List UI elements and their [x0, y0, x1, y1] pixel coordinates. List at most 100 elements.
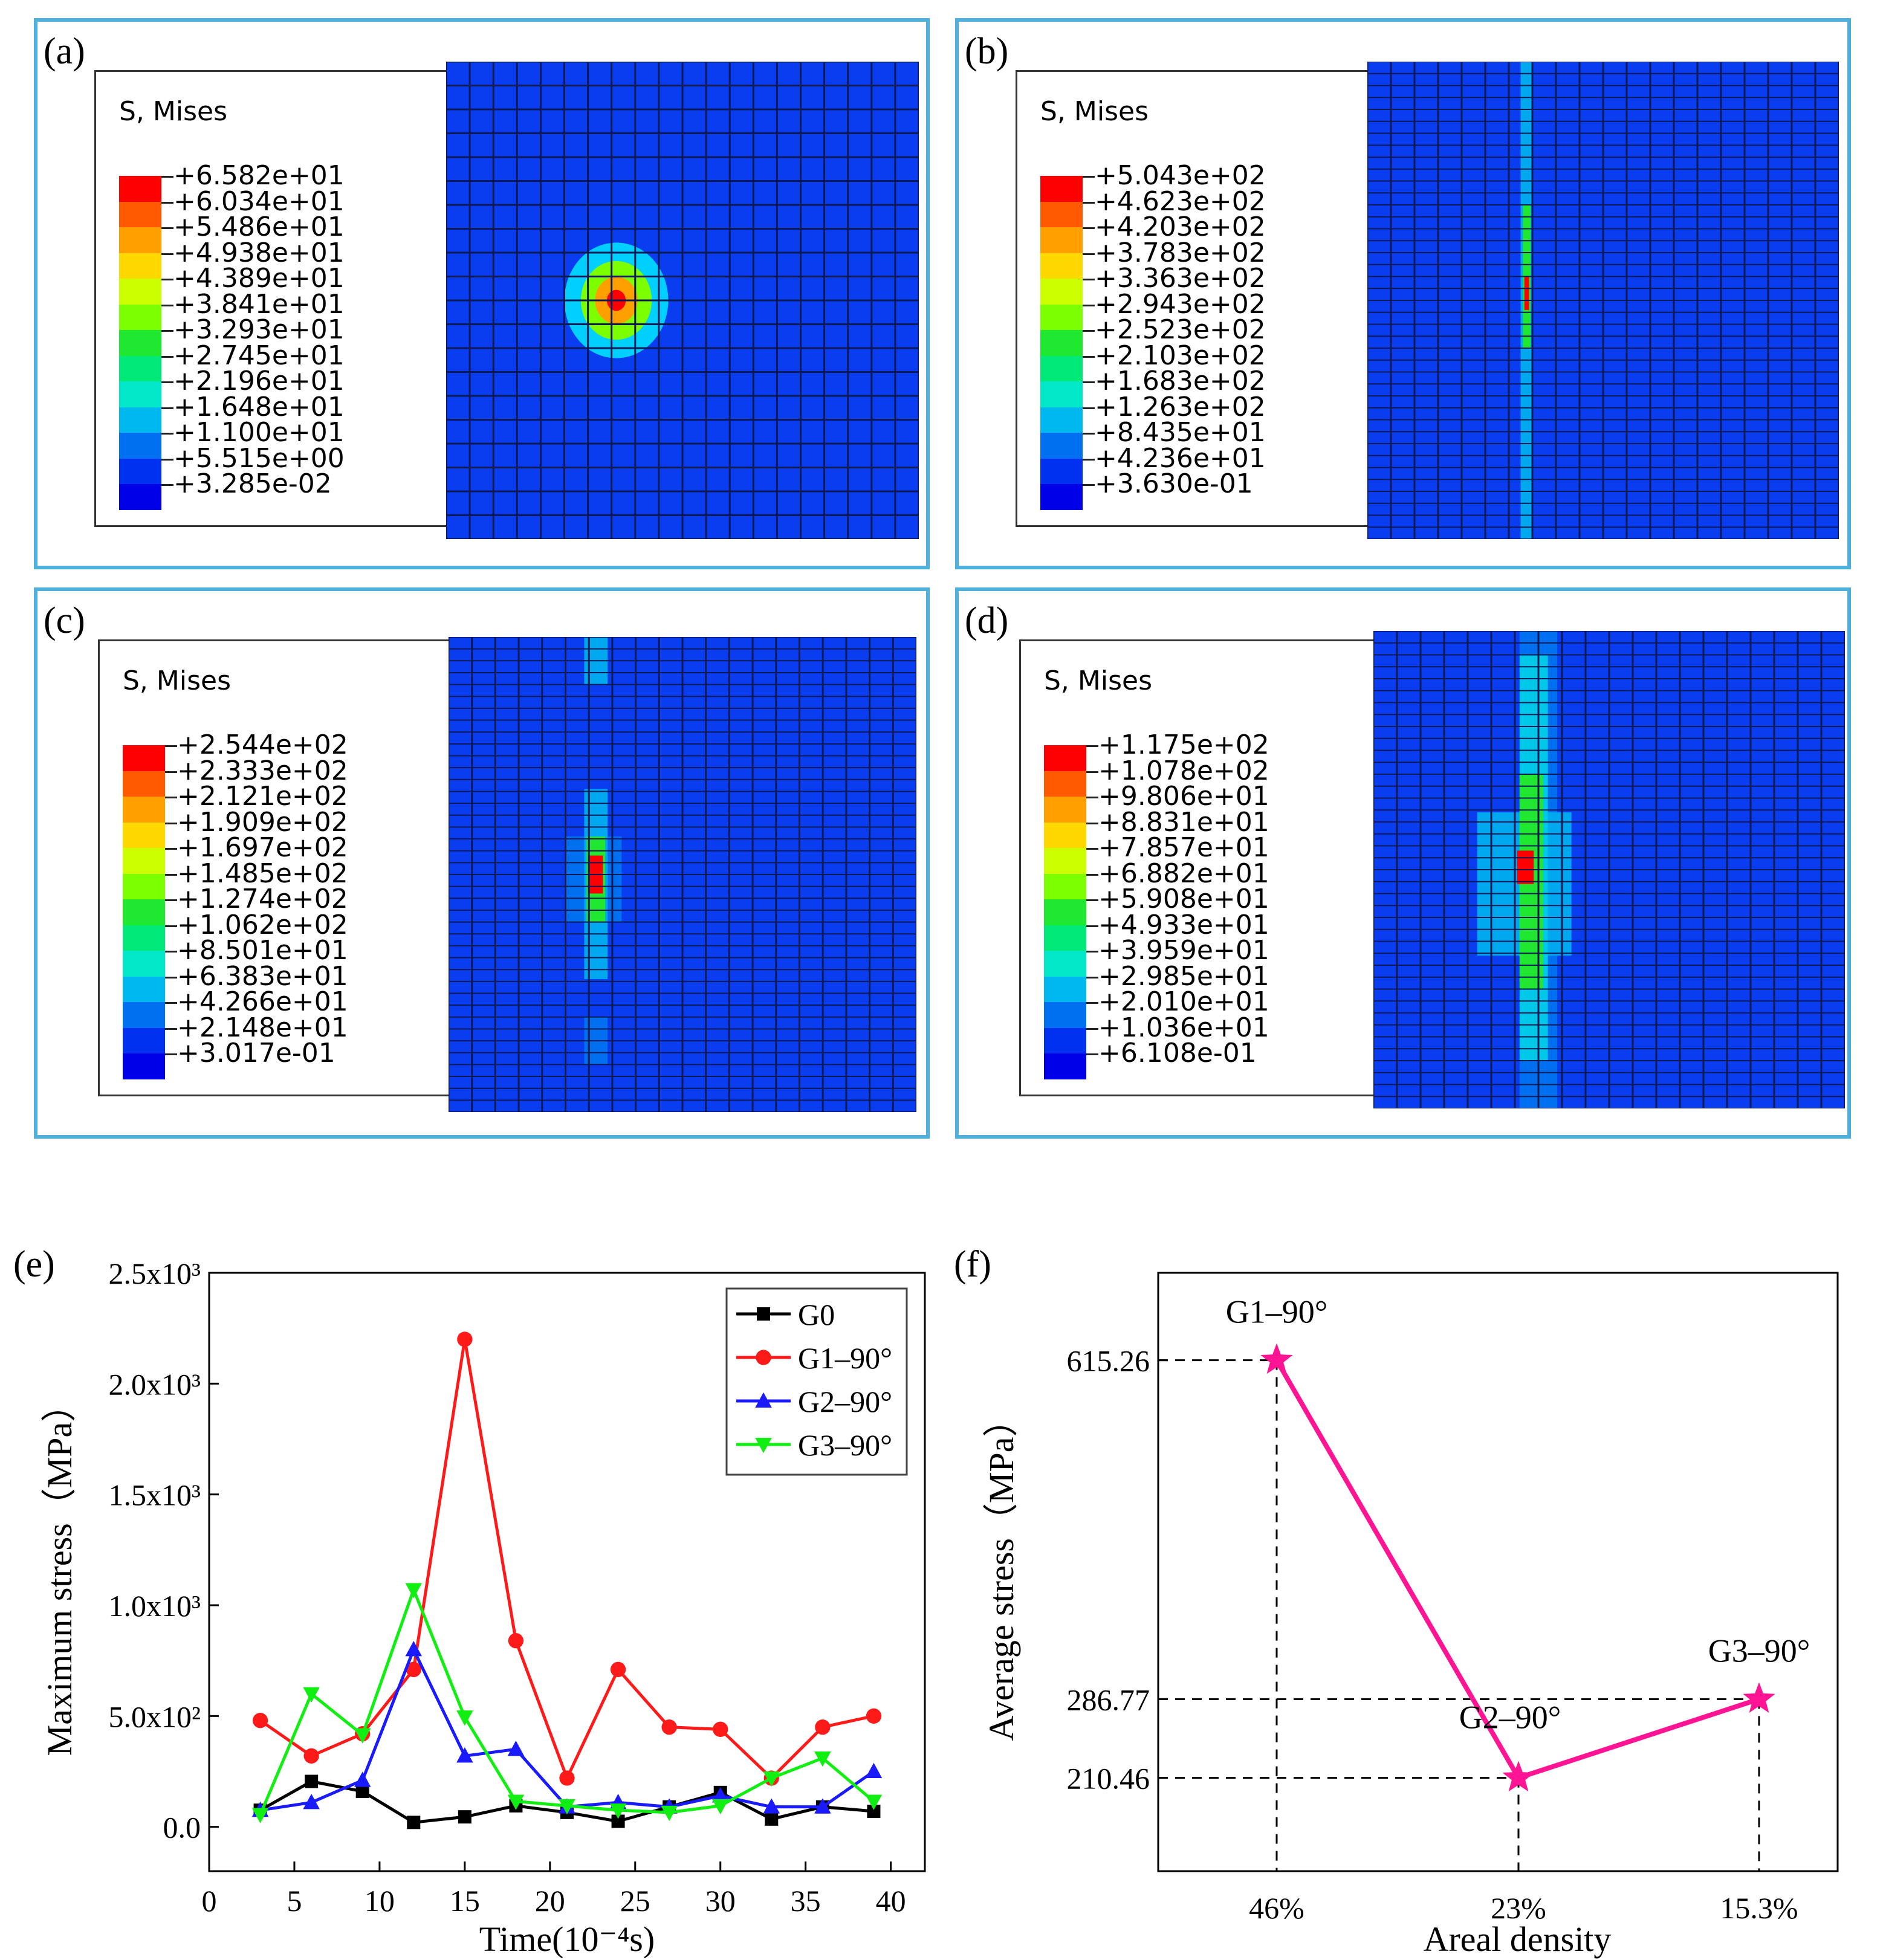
- legend-label: G1–90°: [798, 1341, 892, 1375]
- x-tick-label: 40: [876, 1884, 906, 1918]
- legend-swatch: [123, 1002, 165, 1028]
- data-point: [763, 1771, 780, 1787]
- legend-swatch: [1044, 976, 1086, 1002]
- legend-value: +4.938e+01: [173, 237, 345, 268]
- legend-tick: [165, 822, 177, 824]
- legend-swatch: [1044, 848, 1086, 874]
- x-tick-label: 0: [202, 1884, 217, 1918]
- legend-tick: [165, 976, 177, 978]
- legend-label: G0: [798, 1298, 835, 1331]
- legend-value: +1.485e+02: [177, 858, 348, 889]
- panel-label: (e): [13, 1244, 55, 1285]
- data-point: [711, 1799, 729, 1815]
- mesh-graphic: [446, 62, 919, 539]
- legend-value: +9.806e+01: [1098, 781, 1269, 812]
- legend-swatch: [1044, 951, 1086, 977]
- legend-value: +4.266e+01: [177, 986, 348, 1017]
- guide-lines: [1158, 1359, 1760, 1871]
- legend-value: +4.203e+02: [1095, 212, 1266, 242]
- legend-tick: [1086, 745, 1098, 747]
- data-point: [507, 1741, 525, 1756]
- legend-value: +6.034e+01: [173, 186, 345, 217]
- legend-value: +1.078e+02: [1098, 755, 1269, 786]
- legend-marker: [755, 1438, 772, 1454]
- legend-swatch: [1040, 279, 1083, 305]
- legend-label: G2–90°: [798, 1385, 892, 1418]
- data-point: [865, 1794, 883, 1810]
- legend-swatch: [1044, 745, 1086, 771]
- data-point: [303, 1748, 319, 1764]
- legend-tick: [161, 176, 173, 178]
- legend-swatch: [1044, 771, 1086, 797]
- x-tick-label: 15: [450, 1884, 480, 1918]
- legend-swatch: [1040, 304, 1083, 330]
- legend-value: +6.882e+01: [1098, 858, 1269, 889]
- legend-swatch: [1044, 1002, 1086, 1028]
- legend-value: +2.148e+01: [177, 1012, 348, 1043]
- legend-value: +6.383e+01: [177, 960, 348, 992]
- legend-tick: [1086, 873, 1098, 876]
- legend-swatch: [1040, 201, 1083, 227]
- data-point-star: [1260, 1343, 1293, 1374]
- legend-tick: [165, 745, 177, 747]
- legend-value: +1.683e+02: [1095, 366, 1266, 396]
- panel-label: (a): [44, 31, 85, 72]
- legend-tick: [161, 381, 173, 383]
- legend-tick: [1086, 925, 1098, 927]
- data-point: [866, 1708, 882, 1724]
- legend-swatch: [1040, 253, 1083, 279]
- legend-value: +3.959e+01: [1098, 935, 1269, 966]
- legend-tick: [161, 330, 173, 332]
- legend-swatch: [1040, 433, 1083, 459]
- legend-swatch: [123, 899, 165, 925]
- legend-value: +5.515e+00: [173, 442, 345, 474]
- data-point: [814, 1751, 831, 1767]
- series-line: [260, 1646, 875, 1812]
- legend-swatch: [119, 381, 161, 407]
- legend-value: +8.501e+01: [177, 935, 348, 966]
- legend-swatch: [119, 201, 161, 227]
- legend-tick: [161, 201, 173, 204]
- y-tick-label: 210.46: [1067, 1762, 1150, 1796]
- legend-value: +3.285e-02: [173, 468, 332, 499]
- x-tick-label: 23%: [1491, 1891, 1546, 1925]
- legend-swatch: [119, 304, 161, 330]
- plot-frame: [1157, 1272, 1839, 1872]
- legend-value: +2.985e+01: [1098, 960, 1269, 992]
- data-point: [711, 1787, 729, 1803]
- point-label: G3–90°: [1708, 1632, 1810, 1669]
- legend-tick: [1083, 458, 1095, 461]
- legend-swatch: [1044, 1027, 1086, 1053]
- legend-value: +2.745e+01: [173, 340, 345, 371]
- legend-swatch: [119, 176, 161, 202]
- panel-label: (b): [965, 31, 1009, 72]
- legend-box: S, Mises +5.043e+02 +4.623e+02 +4.203e+02 +…: [1016, 70, 1373, 527]
- legend-tick: [1083, 227, 1095, 229]
- legend-value: +1.100e+01: [173, 417, 345, 448]
- legend-tick: [1083, 176, 1095, 178]
- legend-swatch: [1044, 873, 1086, 899]
- legend-value: +6.108e-01: [1098, 1038, 1257, 1069]
- data-point: [252, 1713, 268, 1729]
- legend-box: S, Mises +2.544e+02 +2.333e+02 +2.121e+02 +…: [98, 639, 456, 1096]
- legend-tick: [1083, 253, 1095, 255]
- x-axis-label: Time(10⁻⁴s): [479, 1920, 655, 1959]
- legend-swatch: [119, 433, 161, 459]
- legend-swatch: [123, 873, 165, 899]
- legend-tick: [1086, 951, 1098, 953]
- legend-value: +4.389e+01: [173, 263, 345, 294]
- legend-tick: [1086, 771, 1098, 773]
- legend-swatch: [123, 976, 165, 1002]
- data-point: [661, 1805, 678, 1822]
- data-point: [815, 1719, 831, 1735]
- stress-contour-mesh: [1367, 62, 1839, 539]
- legend-swatch: [123, 745, 165, 771]
- legend-tick: [1083, 330, 1095, 332]
- legend-value: +3.630e-01: [1095, 468, 1253, 499]
- legend-marker: [756, 1350, 771, 1365]
- data-point: [559, 1799, 575, 1815]
- legend-tick: [165, 873, 177, 876]
- data-point: [661, 1719, 677, 1735]
- legend-swatch: [119, 407, 161, 433]
- legend-tick: [161, 227, 173, 229]
